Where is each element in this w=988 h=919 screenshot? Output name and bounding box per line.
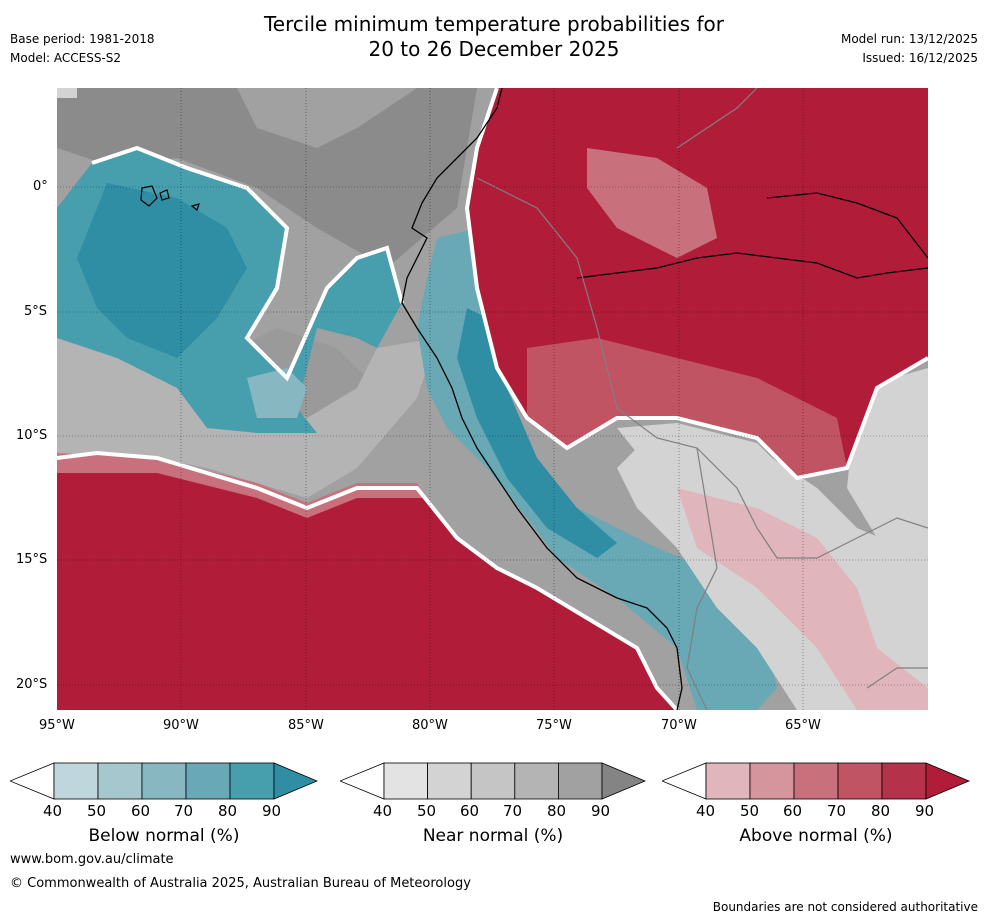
- colorbar-lower-extension: [10, 763, 54, 799]
- cbar-near-tick-60: 60: [460, 802, 479, 820]
- lat-label-0: 0°: [33, 179, 48, 194]
- cbar-below-tick-70: 70: [174, 802, 193, 820]
- colorbar-upper-extension: [274, 763, 317, 799]
- lon-label-75w: 75°W: [536, 718, 572, 733]
- probability-map: [57, 88, 928, 710]
- cbar-above-tick-60: 60: [783, 802, 802, 820]
- colorbar-below-swatches: [10, 762, 318, 800]
- lon-label-85w: 85°W: [288, 718, 324, 733]
- colorbar-swatch: [186, 763, 230, 799]
- cbar-near-label: Near normal (%): [340, 826, 646, 846]
- colorbar-swatch: [882, 763, 926, 799]
- title-line-1: Tercile minimum temperature probabilitie…: [214, 12, 774, 37]
- colorbar-upper-extension: [602, 763, 645, 799]
- boundary-disclaimer: Boundaries are not considered authoritat…: [713, 900, 978, 914]
- lon-label-95w: 95°W: [39, 718, 75, 733]
- colorbar-swatch: [558, 763, 602, 799]
- colorbar-swatch: [230, 763, 274, 799]
- colorbar-swatch: [794, 763, 838, 799]
- colorbar-lower-extension: [662, 763, 706, 799]
- lat-label-20s: 20°S: [16, 677, 47, 692]
- colorbar-swatch: [750, 763, 794, 799]
- lon-label-80w: 80°W: [412, 718, 448, 733]
- colorbar-below-normal: 40 50 60 70 80 90 Below normal (%): [10, 762, 318, 862]
- lat-label-15s: 15°S: [16, 552, 47, 567]
- cbar-below-tick-60: 60: [131, 802, 150, 820]
- colorbar-upper-extension: [926, 763, 969, 799]
- model-run: Model run: 13/12/2025: [841, 32, 978, 46]
- model-name: Model: ACCESS-S2: [10, 51, 121, 65]
- cbar-above-tick-50: 50: [740, 802, 759, 820]
- colorbar-lower-extension: [340, 763, 384, 799]
- colorbar-near-swatches: [340, 762, 646, 800]
- cbar-above-tick-40: 40: [696, 802, 715, 820]
- cbar-above-tick-70: 70: [827, 802, 846, 820]
- cbar-near-tick-90: 90: [591, 802, 610, 820]
- title-line-2: 20 to 26 December 2025: [214, 37, 774, 62]
- issued-date: Issued: 16/12/2025: [862, 51, 978, 65]
- near-normal-corner: [57, 88, 77, 98]
- colorbar-swatch: [515, 763, 559, 799]
- cbar-near-tick-70: 70: [503, 802, 522, 820]
- lon-label-70w: 70°W: [661, 718, 697, 733]
- colorbar-above-swatches: [662, 762, 970, 800]
- cbar-below-tick-80: 80: [218, 802, 237, 820]
- colorbar-swatch: [98, 763, 142, 799]
- cbar-below-tick-90: 90: [262, 802, 281, 820]
- colorbar-swatch: [838, 763, 882, 799]
- cbar-near-tick-50: 50: [417, 802, 436, 820]
- cbar-above-tick-80: 80: [871, 802, 890, 820]
- lon-label-90w: 90°W: [163, 718, 199, 733]
- lon-label-65w: 65°W: [785, 718, 821, 733]
- cbar-below-tick-40: 40: [43, 802, 62, 820]
- website-link[interactable]: www.bom.gov.au/climate: [10, 852, 174, 867]
- cbar-below-label: Below normal (%): [10, 826, 318, 846]
- page-title: Tercile minimum temperature probabilitie…: [214, 12, 774, 62]
- lat-label-10s: 10°S: [16, 428, 47, 443]
- cbar-near-tick-80: 80: [547, 802, 566, 820]
- lat-label-5s: 5°S: [24, 304, 47, 319]
- colorbar-above-normal: 40 50 60 70 80 90 Above normal (%): [662, 762, 970, 862]
- colorbar-swatch: [54, 763, 98, 799]
- colorbar-swatch: [471, 763, 515, 799]
- cbar-above-tick-90: 90: [915, 802, 934, 820]
- cbar-near-tick-40: 40: [373, 802, 392, 820]
- cbar-below-tick-50: 50: [87, 802, 106, 820]
- copyright-text: © Commonwealth of Australia 2025, Austra…: [10, 876, 471, 891]
- colorbar-swatch: [428, 763, 472, 799]
- cbar-above-label: Above normal (%): [662, 826, 970, 846]
- map-canvas: [57, 88, 928, 710]
- colorbar-near-normal: 40 50 60 70 80 90 Near normal (%): [340, 762, 646, 862]
- base-period: Base period: 1981-2018: [10, 32, 155, 46]
- colorbar-swatch: [384, 763, 428, 799]
- colorbar-swatch: [142, 763, 186, 799]
- colorbar-swatch: [706, 763, 750, 799]
